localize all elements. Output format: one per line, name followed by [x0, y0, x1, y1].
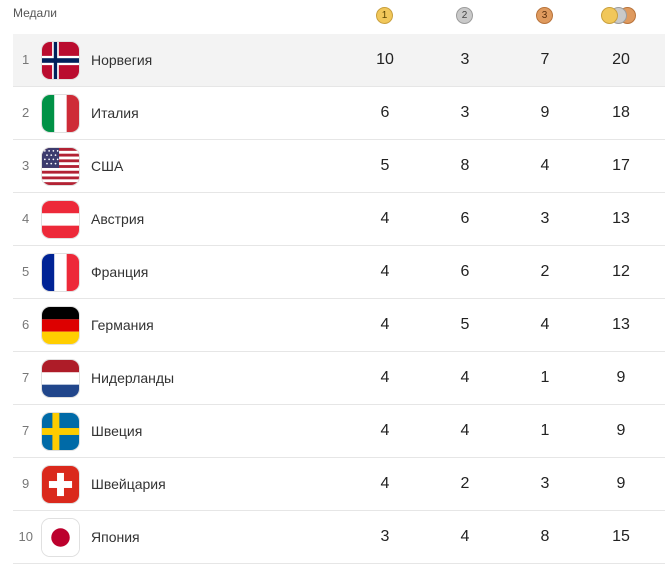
rank: 10 — [18, 529, 33, 544]
country-name[interactable]: Норвегия — [91, 52, 153, 68]
table-row[interactable]: 1 Норвегия 10 3 7 20 — [13, 34, 665, 87]
bronze-count: 7 — [540, 51, 550, 68]
norway-flag-icon — [42, 42, 79, 79]
rank: 1 — [22, 52, 30, 67]
switzerland-flag-icon — [42, 466, 79, 503]
total-count: 17 — [612, 157, 630, 174]
table-row[interactable]: 6 Германия 4 5 4 13 — [13, 299, 665, 352]
silver-count: 6 — [460, 263, 470, 280]
italy-flag-icon — [42, 95, 79, 132]
medal-table: 1 Норвегия 10 3 7 20 2 Италия 6 3 — [13, 34, 665, 564]
country-name[interactable]: Япония — [91, 529, 140, 545]
silver-count: 3 — [460, 104, 470, 121]
netherlands-flag-icon — [42, 360, 79, 397]
table-row[interactable]: 4 Австрия 4 6 3 13 — [13, 193, 665, 246]
japan-flag-icon — [42, 519, 79, 556]
gold-count: 4 — [380, 422, 390, 439]
total-count: 9 — [616, 369, 626, 386]
austria-flag-icon — [42, 201, 79, 238]
table-row[interactable]: 10 Япония 3 4 8 15 — [13, 511, 665, 564]
table-row[interactable]: 3 США 5 8 4 1 — [13, 140, 665, 193]
bronze-count: 1 — [540, 369, 550, 386]
rank: 9 — [22, 476, 30, 491]
total-count: 20 — [612, 51, 630, 68]
bronze-count: 8 — [540, 528, 550, 545]
silver-count: 3 — [460, 51, 470, 68]
total-count: 13 — [612, 210, 630, 227]
country-name[interactable]: Германия — [91, 317, 154, 333]
country-name[interactable]: Швейцария — [91, 476, 166, 492]
country-name[interactable]: Австрия — [91, 211, 145, 227]
total-count: 18 — [612, 104, 630, 121]
rank: 5 — [22, 264, 30, 279]
total-count: 9 — [616, 422, 626, 439]
total-medals-icon[interactable] — [601, 7, 641, 25]
silver-count: 5 — [460, 316, 470, 333]
silver-medal-icon[interactable]: 2 — [456, 7, 473, 24]
gold-count: 3 — [380, 528, 390, 545]
total-count: 9 — [616, 475, 626, 492]
usa-flag-icon — [42, 148, 79, 185]
bronze-count: 3 — [540, 210, 550, 227]
table-row[interactable]: 2 Италия 6 3 9 18 — [13, 87, 665, 140]
bronze-count: 9 — [540, 104, 550, 121]
header-title: Медали — [13, 6, 57, 20]
total-count: 13 — [612, 316, 630, 333]
bronze-count: 3 — [540, 475, 550, 492]
bronze-count: 4 — [540, 157, 550, 174]
gold-count: 4 — [380, 316, 390, 333]
gold-count: 10 — [376, 51, 394, 68]
rank: 6 — [22, 317, 30, 332]
rank: 7 — [22, 423, 30, 438]
gold-count: 4 — [380, 475, 390, 492]
silver-count: 8 — [460, 157, 470, 174]
table-row[interactable]: 7 Нидерланды 4 4 1 9 — [13, 352, 665, 405]
sweden-flag-icon — [42, 413, 79, 450]
gold-count: 4 — [380, 263, 390, 280]
country-name[interactable]: США — [91, 158, 124, 174]
gold-medal-icon[interactable]: 1 — [376, 7, 393, 24]
silver-count: 6 — [460, 210, 470, 227]
france-flag-icon — [42, 254, 79, 291]
total-count: 12 — [612, 263, 630, 280]
silver-count: 2 — [460, 475, 470, 492]
rank: 4 — [22, 211, 30, 226]
silver-count: 4 — [460, 528, 470, 545]
germany-flag-icon — [42, 307, 79, 344]
rank: 2 — [22, 105, 30, 120]
rank: 7 — [22, 370, 30, 385]
gold-count: 5 — [380, 157, 390, 174]
silver-count: 4 — [460, 422, 470, 439]
bronze-count: 4 — [540, 316, 550, 333]
table-row[interactable]: 5 Франция 4 6 2 12 — [13, 246, 665, 299]
rank: 3 — [22, 158, 30, 173]
country-name[interactable]: Нидерланды — [91, 370, 175, 386]
medal-table-header: Медали 1 2 3 — [0, 0, 667, 34]
bronze-medal-icon[interactable]: 3 — [536, 7, 553, 24]
table-row[interactable]: 7 Швеция 4 4 1 9 — [13, 405, 665, 458]
gold-count: 4 — [380, 369, 390, 386]
country-name[interactable]: Швеция — [91, 423, 143, 439]
table-row[interactable]: 9 Швейцария 4 2 3 9 — [13, 458, 665, 511]
gold-count: 4 — [380, 210, 390, 227]
bronze-count: 2 — [540, 263, 550, 280]
gold-count: 6 — [380, 104, 390, 121]
bronze-count: 1 — [540, 422, 550, 439]
country-name[interactable]: Италия — [91, 105, 139, 121]
country-name[interactable]: Франция — [91, 264, 149, 280]
silver-count: 4 — [460, 369, 470, 386]
total-count: 15 — [612, 528, 630, 545]
